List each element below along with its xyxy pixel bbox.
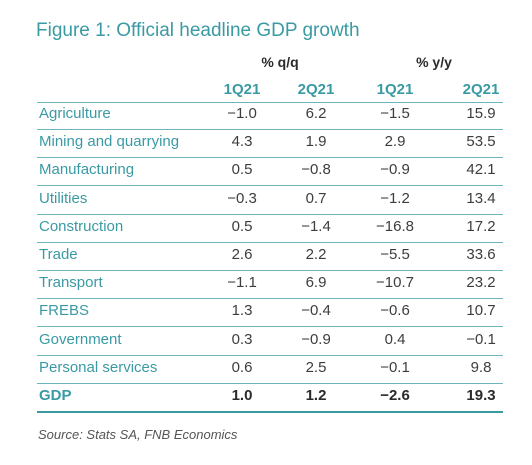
table-cell: 42.1 bbox=[466, 161, 496, 179]
table-cell: 1.0 bbox=[231, 387, 253, 404]
row-label: Personal services bbox=[39, 358, 158, 376]
table-row: Construction 0.5 −1.4 −16.8 17.2 bbox=[37, 214, 503, 243]
group-header-qq: % q/q bbox=[261, 54, 299, 70]
table-row: Personal services 0.6 2.5 −0.1 9.8 bbox=[37, 355, 503, 384]
group-header-yy: % y/y bbox=[416, 54, 452, 70]
row-label: Transport bbox=[39, 274, 103, 292]
row-label: Agriculture bbox=[39, 105, 111, 122]
table-cell: 2.6 bbox=[231, 246, 253, 263]
column-header: 2Q21 bbox=[297, 81, 335, 98]
row-label: Government bbox=[39, 330, 122, 348]
table-cell: 1.3 bbox=[231, 302, 253, 320]
table-cell: −0.3 bbox=[227, 189, 257, 207]
table-row: Manufacturing 0.5 −0.8 −0.9 42.1 bbox=[37, 157, 503, 187]
table-row: Trade 2.6 2.2 −5.5 33.6 bbox=[37, 242, 503, 271]
table-cell: 2.9 bbox=[384, 133, 406, 151]
table-cell: 1.9 bbox=[305, 133, 327, 151]
row-label: Mining and quarrying bbox=[39, 133, 180, 151]
table-cell: −1.5 bbox=[380, 105, 410, 122]
table-cell: 2.5 bbox=[305, 358, 327, 376]
table-cell: 13.4 bbox=[466, 189, 496, 207]
table-cell: −1.0 bbox=[227, 105, 257, 122]
table-cell: −0.8 bbox=[301, 161, 331, 179]
table-top-rule bbox=[37, 102, 503, 103]
table-cell: 0.4 bbox=[384, 330, 406, 348]
table-row: Agriculture −1.0 6.2 −1.5 15.9 bbox=[37, 101, 503, 130]
table-cell: 0.5 bbox=[231, 161, 253, 179]
table-cell: 10.7 bbox=[466, 302, 496, 320]
table-cell: −10.7 bbox=[376, 274, 414, 292]
table-cell: 9.8 bbox=[470, 358, 492, 376]
table-cell: 1.2 bbox=[305, 387, 327, 404]
table-row: Government 0.3 −0.9 0.4 −0.1 bbox=[37, 327, 503, 356]
row-label: FREBS bbox=[39, 302, 90, 320]
table-cell: 0.5 bbox=[231, 217, 253, 235]
table-cell: 0.3 bbox=[231, 330, 253, 348]
source-note: Source: Stats SA, FNB Economics bbox=[38, 427, 238, 442]
table-cell: −2.6 bbox=[380, 387, 410, 404]
table-cell: −0.1 bbox=[466, 330, 496, 348]
table-cell: 2.2 bbox=[305, 246, 327, 263]
table-cell: 0.7 bbox=[305, 189, 327, 207]
figure-title: Figure 1: Official headline GDP growth bbox=[36, 20, 360, 41]
table-cell: −0.9 bbox=[301, 330, 331, 348]
table-cell: 0.6 bbox=[231, 358, 253, 376]
table-row: Mining and quarrying 4.3 1.9 2.9 53.5 bbox=[37, 129, 503, 159]
table-cell: 6.2 bbox=[305, 105, 327, 122]
column-header: 2Q21 bbox=[462, 81, 500, 98]
table-row: FREBS 1.3 −0.4 −0.6 10.7 bbox=[37, 298, 503, 328]
table-cell: 19.3 bbox=[466, 387, 496, 404]
table-cell: −1.4 bbox=[301, 217, 331, 235]
table-cell: 17.2 bbox=[466, 217, 496, 235]
table-cell: 6.9 bbox=[305, 274, 327, 292]
table-cell: −1.2 bbox=[380, 189, 410, 207]
table-cell: 53.5 bbox=[466, 133, 496, 151]
column-header: 1Q21 bbox=[376, 81, 414, 98]
table-cell: −0.9 bbox=[380, 161, 410, 179]
table-cell: −5.5 bbox=[380, 246, 410, 263]
row-label: Manufacturing bbox=[39, 161, 135, 179]
table-cell: −1.1 bbox=[227, 274, 257, 292]
table-cell: −16.8 bbox=[376, 217, 414, 235]
table-cell: −0.1 bbox=[380, 358, 410, 376]
table-cell: −0.6 bbox=[380, 302, 410, 320]
table-row-gdp-total: GDP 1.0 1.2 −2.6 19.3 bbox=[37, 383, 503, 413]
table-row: Utilities −0.3 0.7 −1.2 13.4 bbox=[37, 186, 503, 215]
table-cell: 23.2 bbox=[466, 274, 496, 292]
column-header: 1Q21 bbox=[223, 81, 261, 98]
table-cell: −0.4 bbox=[301, 302, 331, 320]
row-label: Utilities bbox=[39, 189, 88, 207]
table-cell: 33.6 bbox=[466, 246, 496, 263]
row-label: Construction bbox=[39, 217, 124, 235]
table-cell: 4.3 bbox=[231, 133, 253, 151]
row-label: GDP bbox=[39, 387, 72, 404]
table-cell: 15.9 bbox=[466, 105, 496, 122]
row-label: Trade bbox=[39, 246, 78, 263]
table-row: Transport −1.1 6.9 −10.7 23.2 bbox=[37, 270, 503, 300]
